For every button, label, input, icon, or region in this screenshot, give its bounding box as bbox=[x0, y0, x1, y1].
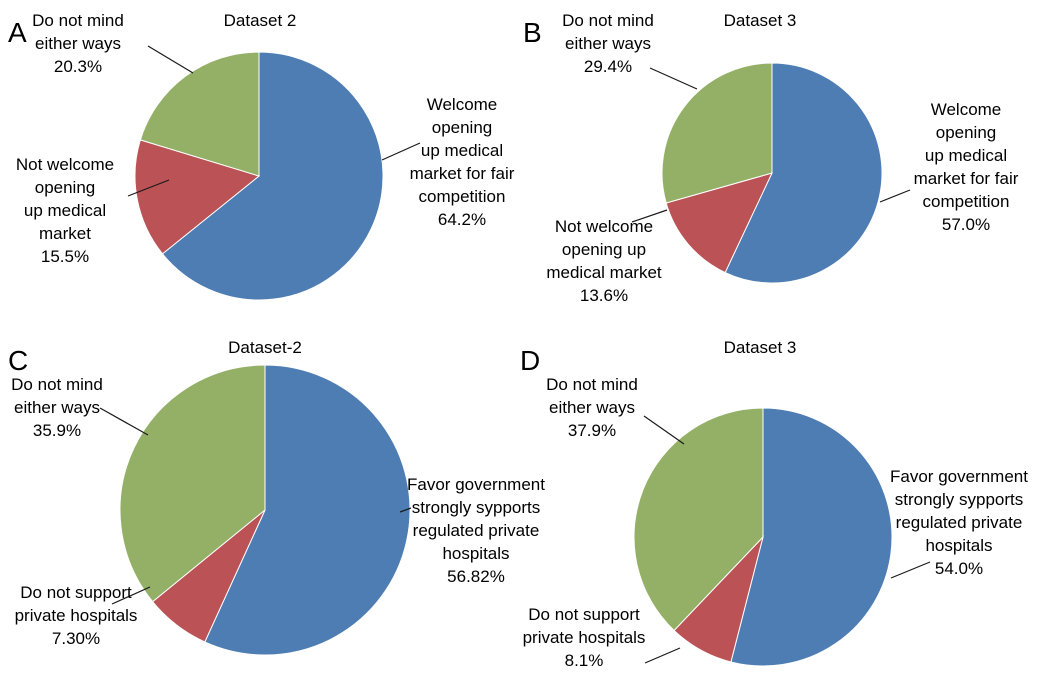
data-label-line: either ways bbox=[565, 34, 651, 53]
data-label-line: Do not support bbox=[20, 583, 132, 602]
pie-slice-do-not-mind-either-ways bbox=[119, 364, 266, 603]
pie-slice-not-welcome-opening-up-medical-market bbox=[665, 172, 773, 274]
data-label-value: 35.9% bbox=[33, 421, 81, 440]
data-label-line: Do not mind bbox=[546, 375, 638, 394]
data-label-line: either ways bbox=[549, 398, 635, 417]
data-label-line: regulated private bbox=[896, 513, 1023, 532]
data-label-line: Welcome bbox=[931, 100, 1002, 119]
pie-panel-b: B Dataset 3 Welcome opening up medical market… bbox=[523, 11, 1019, 305]
data-label-line: market for fair bbox=[914, 169, 1019, 188]
pie-slice-favor-government-strongly-sypports-regulated-private-hospitals bbox=[730, 407, 893, 667]
data-label-line: regulated private bbox=[413, 521, 540, 540]
data-label-value: 20.3% bbox=[54, 57, 102, 76]
panel-letter: B bbox=[523, 17, 542, 48]
data-label-line: market bbox=[39, 224, 91, 243]
data-label-line: opening up bbox=[562, 240, 646, 259]
data-label: Favor government strongly sypports regulat… bbox=[407, 475, 545, 586]
data-label-line: strongly sypports bbox=[895, 490, 1024, 509]
data-label-line: up medical bbox=[24, 201, 106, 220]
data-label-line: opening bbox=[35, 178, 96, 197]
data-label-line: market for fair bbox=[410, 164, 515, 183]
data-label: Not welcome opening up medical market 15.5% bbox=[16, 155, 114, 266]
panel-letter: C bbox=[8, 345, 28, 376]
data-label: Do not mind either ways 37.9% bbox=[546, 375, 638, 440]
data-label-line: Not welcome bbox=[16, 155, 114, 174]
data-label-value: 15.5% bbox=[41, 247, 89, 266]
pie-slice-do-not-mind-either-ways bbox=[633, 407, 764, 632]
data-label-value: 57.0% bbox=[942, 215, 990, 234]
data-label-line: competition bbox=[419, 187, 506, 206]
data-label-value: 56.82% bbox=[447, 567, 505, 586]
panel-letter: A bbox=[8, 17, 27, 48]
data-label-line: Do not support bbox=[528, 605, 640, 624]
data-label: Welcome opening up medical market for fair c… bbox=[914, 100, 1019, 234]
data-label-line: Do not mind bbox=[11, 375, 103, 394]
chart-title: Dataset-2 bbox=[228, 338, 302, 357]
leader-line bbox=[111, 586, 151, 605]
data-label-value: 13.6% bbox=[580, 286, 628, 305]
data-label: Do not support private hospitals 8.1% bbox=[523, 605, 646, 670]
data-label-line: strongly sypports bbox=[412, 498, 541, 517]
pie-slice-favor-government-strongly-sypports-regulated-private-hospitals bbox=[204, 364, 411, 656]
data-label-value: 7.30% bbox=[52, 629, 100, 648]
data-label-value: 29.4% bbox=[584, 57, 632, 76]
data-label-line: Favor government bbox=[407, 475, 545, 494]
leader-line bbox=[381, 142, 421, 161]
chart-title: Dataset 3 bbox=[724, 11, 797, 30]
data-label-line: private hospitals bbox=[15, 606, 138, 625]
data-label-value: 54.0% bbox=[935, 559, 983, 578]
data-label-line: hospitals bbox=[442, 544, 509, 563]
panel-letter: D bbox=[520, 345, 540, 376]
data-label-line: competition bbox=[923, 192, 1010, 211]
data-label-line: opening bbox=[936, 123, 997, 142]
data-label-line: up medical bbox=[421, 141, 503, 160]
pie-panel-d: D Dataset 3 Favor government strongly syppo… bbox=[520, 338, 1028, 670]
pie-slice-welcome-opening-up-medical-market-for-fair-competition bbox=[724, 62, 883, 284]
leader-line bbox=[643, 415, 685, 445]
data-label: Do not mind either ways 35.9% bbox=[11, 375, 103, 440]
leader-line bbox=[399, 507, 412, 513]
pie-panel-a: A Dataset 2 Welcome opening up medical market… bbox=[8, 11, 515, 301]
data-label-value: 37.9% bbox=[568, 421, 616, 440]
data-label: Welcome opening up medical market for fair c… bbox=[410, 95, 515, 229]
data-label-line: up medical bbox=[925, 146, 1007, 165]
data-label-line: Do not mind bbox=[32, 11, 124, 30]
data-label-line: either ways bbox=[35, 34, 121, 53]
data-label-line: private hospitals bbox=[523, 628, 646, 647]
chart-title: Dataset 3 bbox=[724, 338, 797, 357]
leader-line bbox=[644, 647, 681, 664]
leader-line bbox=[649, 67, 698, 90]
pie-slice-do-not-mind-either-ways bbox=[139, 51, 260, 177]
data-label-value: 64.2% bbox=[438, 210, 486, 229]
data-label-line: opening bbox=[432, 118, 493, 137]
pie-slice-welcome-opening-up-medical-market-for-fair-competition bbox=[161, 51, 384, 301]
leader-line bbox=[147, 45, 194, 74]
chart-title: Dataset 2 bbox=[224, 11, 297, 30]
data-label-line: either ways bbox=[14, 398, 100, 417]
data-label-line: Favor government bbox=[890, 467, 1028, 486]
leader-line bbox=[631, 209, 668, 223]
data-label-line: Not welcome bbox=[555, 217, 653, 236]
data-label: Do not mind either ways 29.4% bbox=[562, 11, 654, 76]
pie-slice-not-welcome-opening-up-medical-market bbox=[134, 139, 261, 255]
leader-line bbox=[879, 189, 911, 203]
data-label-line: medical market bbox=[546, 263, 662, 282]
data-label: Not welcome opening up medical market 13.6% bbox=[546, 217, 662, 305]
data-label-line: hospitals bbox=[925, 536, 992, 555]
data-label: Do not support private hospitals 7.30% bbox=[15, 583, 138, 648]
leader-line bbox=[99, 407, 149, 436]
data-label-value: 8.1% bbox=[565, 651, 604, 670]
leader-line bbox=[890, 561, 931, 579]
data-label: Favor government strongly sypports regulat… bbox=[890, 467, 1028, 578]
data-label-line: Welcome bbox=[427, 95, 498, 114]
pie-panel-c: C Dataset-2 Favor government strongly syppo… bbox=[8, 338, 545, 656]
data-label: Do not mind either ways 20.3% bbox=[32, 11, 124, 76]
pie-slice-do-not-mind-either-ways bbox=[661, 62, 773, 204]
data-label-line: Do not mind bbox=[562, 11, 654, 30]
leader-line bbox=[127, 179, 170, 197]
